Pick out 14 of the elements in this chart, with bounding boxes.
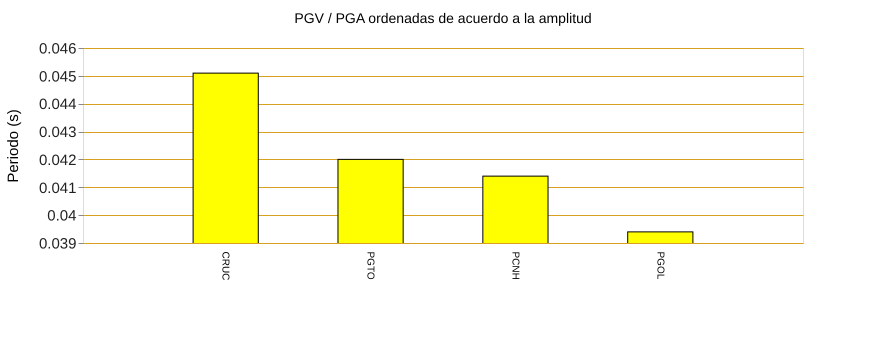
x-tick-label: PGTO [364, 252, 376, 280]
y-tick-label: 0.04 [47, 208, 76, 225]
x-tick-label: PCNH [509, 252, 520, 280]
y-tick-label: 0.046 [38, 40, 76, 58]
y-tick-label: 0.044 [38, 96, 76, 114]
y-tick-label: 0.039 [38, 236, 76, 252]
x-tick-label: CRUC [220, 252, 231, 280]
y-tick-label: 0.041 [38, 180, 76, 197]
x-tick-label: PGOL [654, 252, 666, 280]
chart-title: PGV / PGA ordenadas de acuerdo a la amplitud [294, 10, 592, 26]
y-axis-title: Periodo (s) [4, 109, 22, 183]
y-tick-label: 0.043 [38, 124, 76, 142]
y-tick-label: 0.042 [38, 152, 76, 169]
y-tick-label: 0.045 [38, 68, 76, 86]
